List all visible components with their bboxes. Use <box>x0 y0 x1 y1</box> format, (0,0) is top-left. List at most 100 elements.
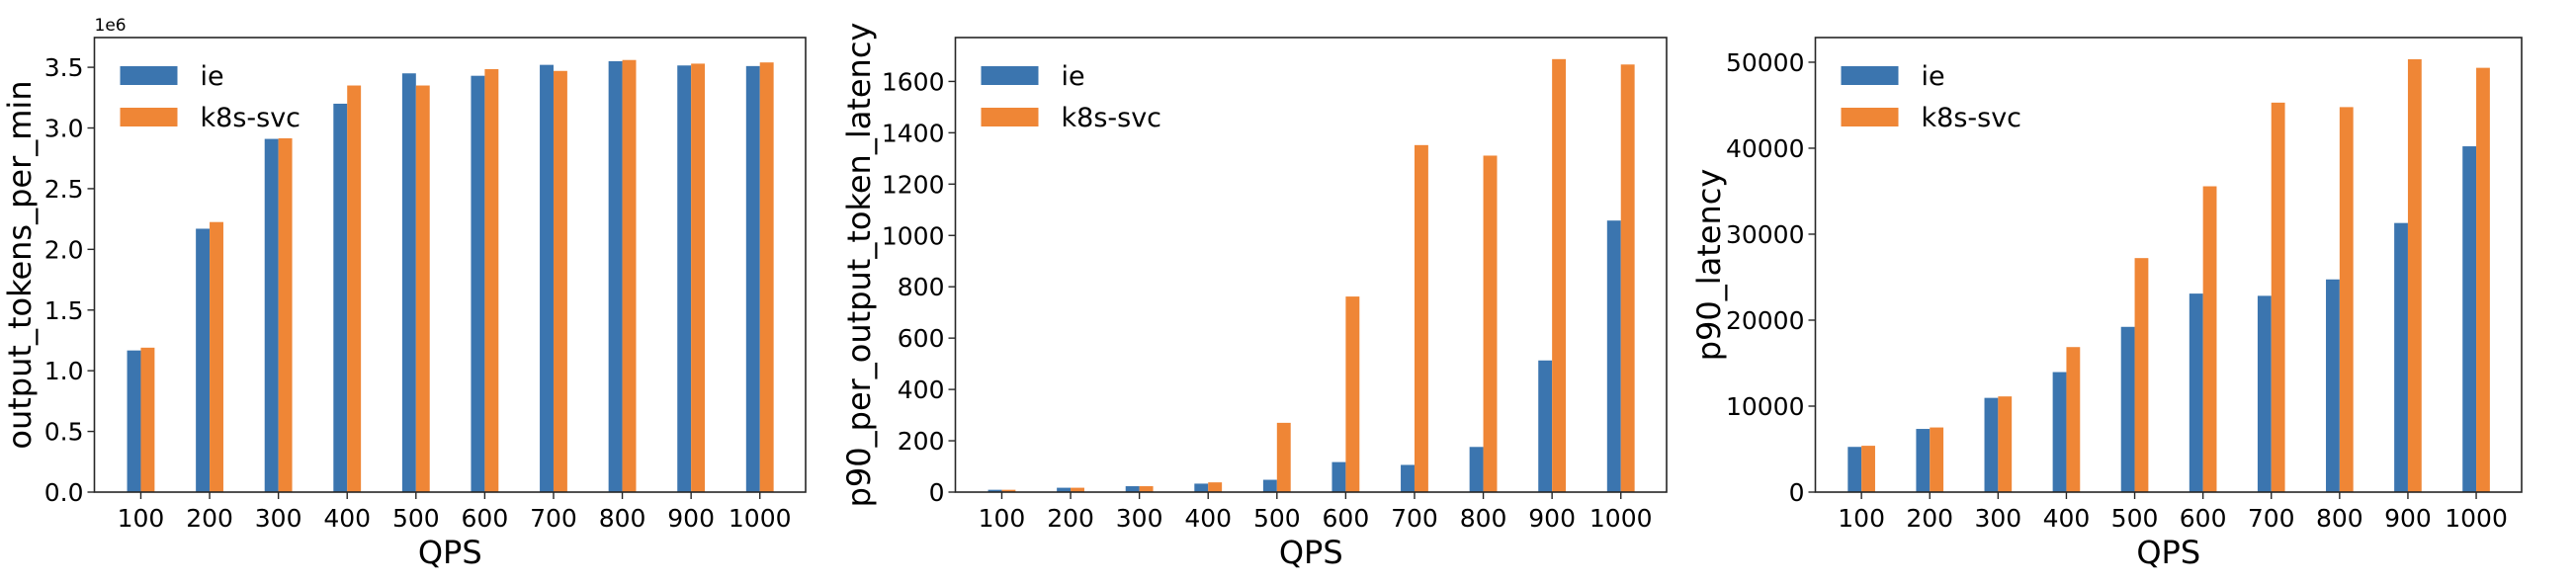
bar-ie-500 <box>401 73 416 492</box>
chart-panel-2: 0 200 400 600 800 1000 1200 1400 1600 100 200 300 40… <box>840 23 1668 571</box>
bar-ie-800 <box>2326 279 2340 492</box>
bar-ie-300 <box>264 138 279 492</box>
x-tick-label: 100 <box>118 504 165 533</box>
legend-swatch-ie <box>1841 66 1899 85</box>
x-axis-label: QPS <box>418 534 482 571</box>
plot-frame <box>954 37 1668 493</box>
y-tick-label: 2.5 <box>44 175 84 204</box>
bar-ie-1000 <box>1606 220 1621 492</box>
x-tick-label: 1000 <box>729 504 792 533</box>
legend-swatch-ie <box>120 66 178 85</box>
bar-k8s-svc-100 <box>1861 446 1875 492</box>
y-axis-label: p90_per_output_token_latency <box>840 23 878 508</box>
bar-k8s-svc-900 <box>2407 58 2422 492</box>
plot-frame <box>1814 37 2523 493</box>
bar-ie-600 <box>2189 293 2203 492</box>
y-tick-label: 600 <box>898 324 945 353</box>
bar-ie-400 <box>333 103 348 492</box>
x-tick-label: 800 <box>2316 504 2363 533</box>
bar-ie-500 <box>2120 326 2135 492</box>
bar-ie-900 <box>1538 360 1553 492</box>
y-tick-label: 0.5 <box>44 418 84 447</box>
y-tick-label: 0 <box>1789 478 1805 507</box>
legend-label-k8s-svc: k8s-svc <box>1062 103 1162 133</box>
y-tick-label: 1600 <box>882 67 945 96</box>
y-tick-label: 10000 <box>1726 392 1805 421</box>
legend: ie k8s-svc <box>981 61 1162 133</box>
chart-panel-3: 0 10000 20000 30000 40000 50000 100 200 300 400 50… <box>1690 37 2523 571</box>
bar-ie-800 <box>1469 447 1484 492</box>
y-tick-label: 1.5 <box>44 296 84 325</box>
y-tick-label: 0 <box>929 478 945 507</box>
bar-k8s-svc-300 <box>1998 396 2013 492</box>
plot-frame <box>93 37 807 493</box>
x-tick-label: 100 <box>979 504 1026 533</box>
bar-k8s-svc-700 <box>553 70 567 492</box>
legend-label-ie: ie <box>1062 61 1085 92</box>
y-tick-label: 3.0 <box>44 115 84 143</box>
bar-k8s-svc-200 <box>210 221 223 492</box>
x-tick-label: 1000 <box>1589 504 1653 533</box>
bar-k8s-svc-100 <box>1001 489 1016 492</box>
bar-ie-100 <box>127 350 141 492</box>
bar-k8s-svc-500 <box>415 85 430 493</box>
bar-k8s-svc-800 <box>1483 155 1498 492</box>
y-axis-label: p90_latency <box>1690 169 1728 362</box>
x-tick-label: 100 <box>1838 504 1885 533</box>
bar-ie-1000 <box>745 65 760 493</box>
y-tick-label: 0.0 <box>44 478 84 507</box>
bar-ie-1000 <box>2462 146 2477 492</box>
x-tick-label: 700 <box>530 504 577 533</box>
y-tick-label: 30000 <box>1726 220 1805 249</box>
bar-k8s-svc-100 <box>140 347 155 492</box>
bar-k8s-svc-600 <box>1345 296 1360 492</box>
bar-k8s-svc-900 <box>691 63 706 493</box>
bar-k8s-svc-600 <box>484 68 499 492</box>
x-tick-label: 900 <box>2384 504 2432 533</box>
bar-ie-900 <box>677 65 692 492</box>
bar-k8s-svc-800 <box>2339 107 2354 492</box>
legend: ie k8s-svc <box>120 61 301 133</box>
bar-k8s-svc-700 <box>2271 102 2285 493</box>
y-axis-label: output_tokens_per_min <box>1 80 39 449</box>
x-tick-label: 400 <box>2043 504 2091 533</box>
x-tick-label: 900 <box>1528 504 1576 533</box>
bar-k8s-svc-700 <box>1414 144 1428 492</box>
bar-k8s-svc-500 <box>2134 258 2149 492</box>
bar-ie-700 <box>540 64 554 493</box>
y-tick-label: 400 <box>898 376 945 404</box>
x-tick-label: 400 <box>323 504 371 533</box>
bar-ie-900 <box>2394 222 2408 493</box>
bar-ie-600 <box>471 75 485 492</box>
x-tick-label: 600 <box>2180 504 2227 533</box>
bar-ie-600 <box>1331 461 1346 492</box>
x-tick-label: 800 <box>599 504 646 533</box>
bar-k8s-svc-1000 <box>2476 67 2490 492</box>
x-tick-label: 500 <box>1253 504 1301 533</box>
legend-swatch-ie <box>981 66 1039 85</box>
legend-swatch-k8s-svc <box>120 108 178 126</box>
bar-k8s-svc-200 <box>1930 427 1944 492</box>
bar-k8s-svc-1000 <box>759 62 774 493</box>
x-tick-label: 800 <box>1460 504 1507 533</box>
x-tick-label: 200 <box>1047 504 1094 533</box>
bar-k8s-svc-1000 <box>1620 64 1635 492</box>
x-tick-label: 1000 <box>2445 504 2508 533</box>
bar-ie-500 <box>1262 479 1277 492</box>
x-tick-label: 700 <box>1391 504 1438 533</box>
y-tick-label: 1400 <box>882 119 945 147</box>
bar-ie-300 <box>1984 397 1999 492</box>
legend-label-k8s-svc: k8s-svc <box>1922 103 2022 133</box>
legend-label-ie: ie <box>1922 61 1945 92</box>
y-tick-label: 50000 <box>1726 48 1805 77</box>
bar-k8s-svc-400 <box>1208 482 1223 492</box>
bar-ie-100 <box>987 489 1002 492</box>
y-tick-label: 40000 <box>1726 134 1805 163</box>
bar-ie-700 <box>2257 295 2272 492</box>
x-tick-label: 700 <box>2248 504 2295 533</box>
bar-ie-300 <box>1125 486 1140 492</box>
legend-label-ie: ie <box>201 61 224 92</box>
bar-ie-400 <box>1194 483 1209 492</box>
x-axis-label: QPS <box>1279 534 1343 571</box>
bar-k8s-svc-800 <box>622 59 637 492</box>
